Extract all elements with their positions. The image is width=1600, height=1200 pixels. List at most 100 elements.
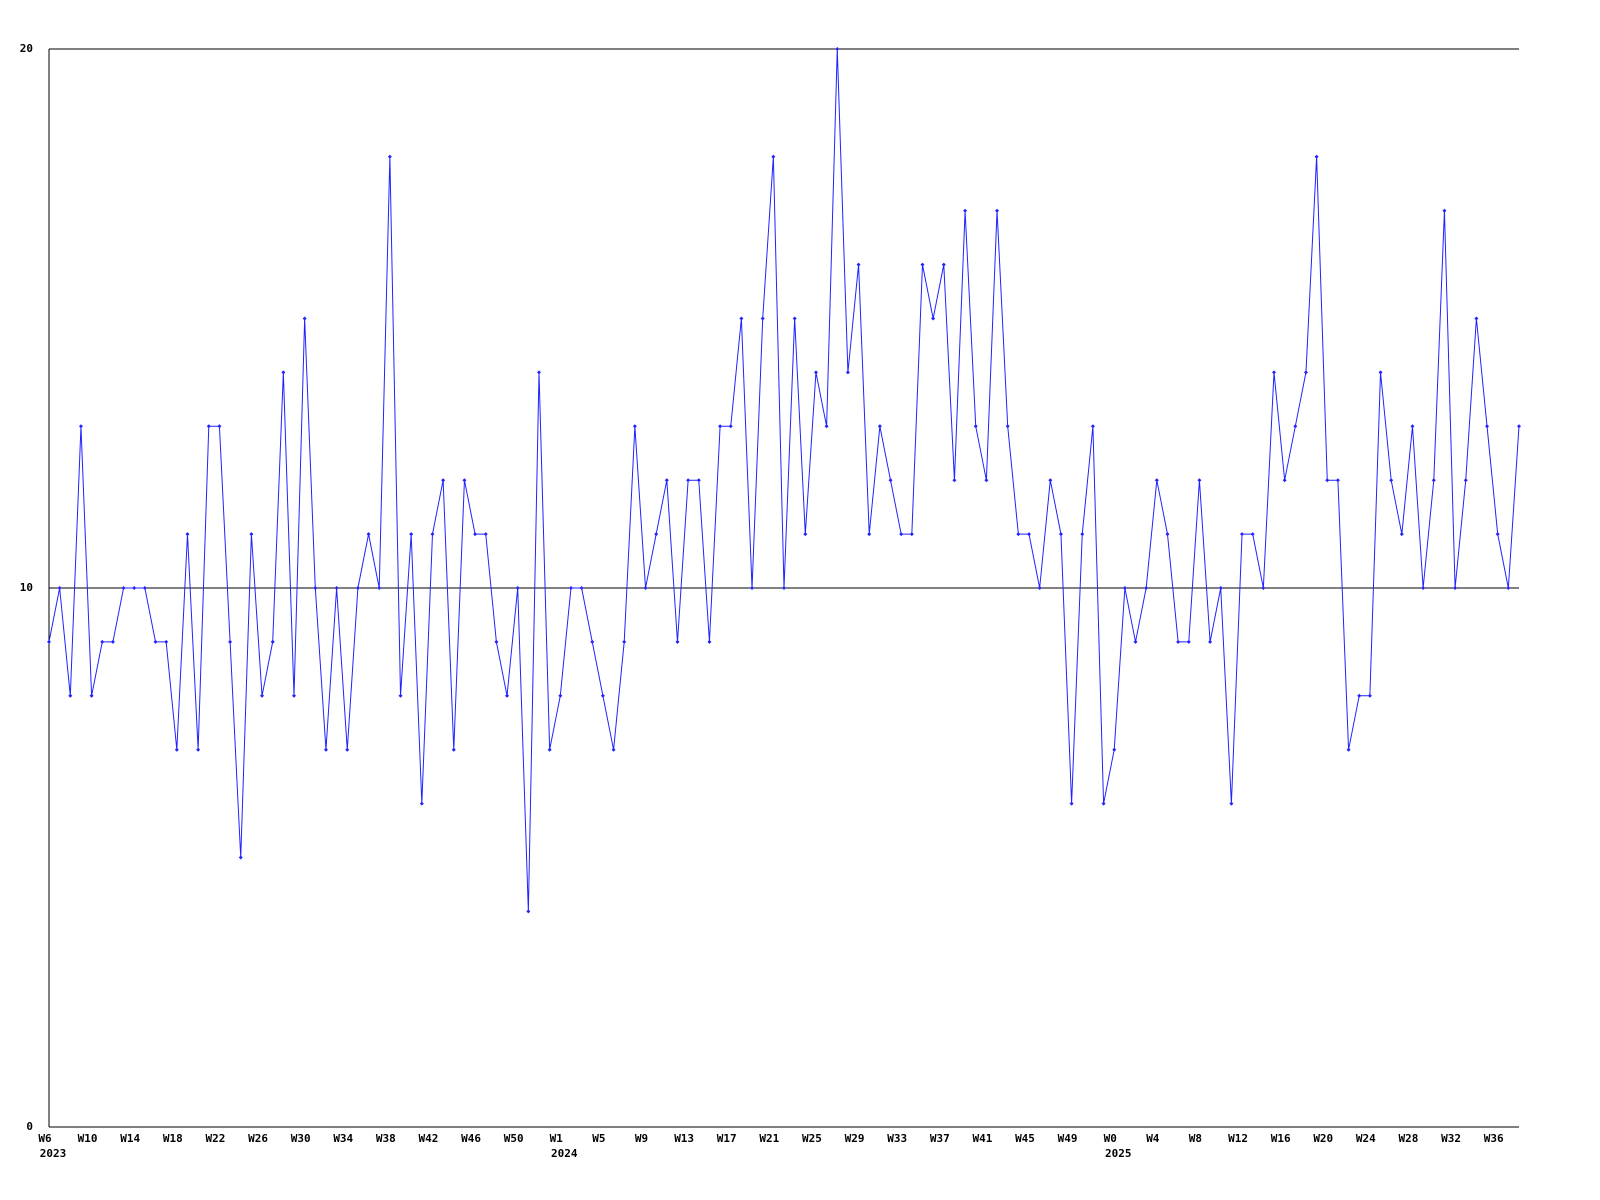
data-point	[185, 532, 190, 537]
data-point	[1208, 639, 1213, 644]
data-point	[78, 424, 83, 429]
data-point	[792, 316, 797, 321]
data-point	[941, 262, 946, 267]
data-point	[909, 532, 914, 537]
data-point	[409, 532, 414, 537]
data-point	[313, 586, 318, 590]
data-point	[568, 586, 573, 590]
x-tick-label: W6	[38, 1132, 52, 1145]
data-point	[121, 586, 126, 590]
x-tick-label: W13	[674, 1132, 694, 1145]
data-point	[451, 747, 456, 752]
data-point	[782, 586, 786, 590]
data-point	[845, 370, 850, 375]
data-point	[1048, 478, 1053, 483]
data-point	[1421, 586, 1426, 590]
data-point	[771, 154, 776, 159]
data-point	[473, 532, 478, 537]
x-tick-label: W46	[461, 1132, 481, 1145]
data-point	[281, 370, 286, 375]
data-point	[1122, 586, 1127, 590]
data-point	[856, 262, 861, 267]
x-tick-label: W38	[376, 1132, 396, 1145]
data-point	[462, 478, 467, 483]
x-tick-label: W24	[1356, 1132, 1376, 1145]
data-point	[537, 370, 541, 375]
data-point	[1495, 532, 1500, 537]
data-point	[68, 693, 73, 698]
x-tick-label: W8	[1189, 1132, 1202, 1145]
data-point	[867, 532, 872, 537]
data-point	[1378, 370, 1383, 375]
x-tick-label: W41	[972, 1132, 992, 1145]
data-point	[654, 532, 659, 537]
data-point	[600, 693, 605, 698]
data-point	[558, 693, 563, 698]
data-point	[696, 478, 701, 483]
data-point	[47, 639, 51, 644]
data-point	[1282, 478, 1287, 483]
data-point	[835, 47, 840, 51]
data-point	[920, 262, 925, 267]
data-point	[803, 532, 808, 537]
data-point	[1293, 424, 1298, 429]
data-point	[1218, 586, 1223, 590]
x-year-label: 2025	[1105, 1147, 1132, 1160]
data-point	[1517, 424, 1521, 429]
x-tick-label: W32	[1441, 1132, 1461, 1145]
data-point	[1176, 639, 1181, 644]
data-point	[1080, 532, 1085, 537]
x-tick-label: W1	[550, 1132, 564, 1145]
data-point	[1101, 801, 1106, 806]
data-point	[952, 478, 957, 483]
data-point	[1272, 370, 1276, 375]
x-tick-label: W34	[333, 1132, 353, 1145]
data-point	[89, 693, 94, 698]
x-year-label: 2023	[40, 1147, 67, 1160]
data-point	[494, 639, 499, 644]
data-point	[1016, 532, 1021, 537]
data-point	[579, 586, 584, 590]
data-point	[1453, 586, 1458, 590]
data-point	[441, 478, 446, 483]
x-tick-label: W17	[717, 1132, 737, 1145]
data-point	[877, 424, 882, 429]
data-point	[1154, 478, 1159, 483]
data-point	[1314, 154, 1319, 159]
x-tick-label: W9	[635, 1132, 648, 1145]
data-point	[249, 532, 254, 537]
data-point	[707, 639, 712, 644]
data-point	[206, 424, 211, 429]
data-point	[57, 586, 62, 590]
data-point	[270, 639, 275, 644]
data-point	[1506, 586, 1511, 590]
data-point	[931, 316, 936, 321]
data-point	[718, 424, 723, 429]
data-point	[398, 693, 403, 698]
data-point	[643, 586, 648, 590]
data-point	[1112, 747, 1117, 752]
x-tick-label: W21	[759, 1132, 779, 1145]
data-point	[547, 747, 552, 752]
x-tick-label: W20	[1313, 1132, 1333, 1145]
data-point	[973, 424, 978, 429]
data-point	[1058, 532, 1063, 537]
data-point	[899, 532, 904, 537]
data-point	[1442, 208, 1447, 213]
data-point	[132, 586, 137, 590]
data-point	[174, 747, 179, 752]
data-point	[100, 639, 105, 644]
data-point	[1463, 478, 1468, 483]
data-point	[760, 316, 765, 321]
data-point	[515, 586, 520, 590]
data-point	[164, 639, 169, 644]
data-point	[196, 747, 201, 752]
x-tick-label: W10	[78, 1132, 98, 1145]
data-point	[419, 801, 424, 806]
data-point	[334, 586, 339, 590]
data-point	[888, 478, 893, 483]
x-tick-label: W45	[1015, 1132, 1035, 1145]
data-point	[1485, 424, 1490, 429]
x-tick-label: W22	[205, 1132, 225, 1145]
